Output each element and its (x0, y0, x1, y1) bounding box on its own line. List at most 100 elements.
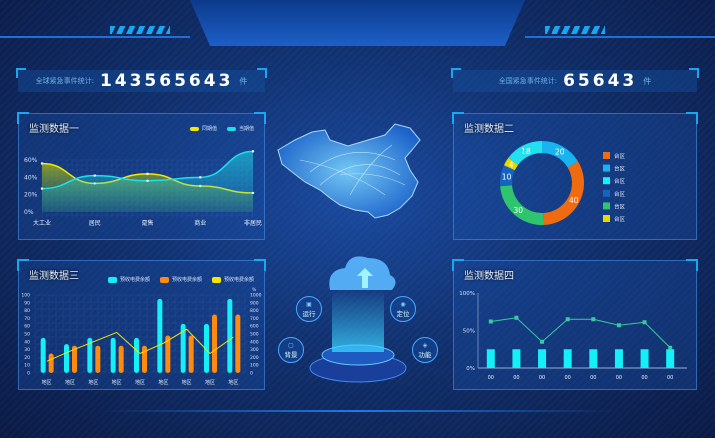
x-tick-label: 地区 (205, 379, 215, 386)
global-counter-label: 全球紧急事件统计: (35, 77, 94, 85)
china-map (277, 123, 421, 219)
legend-label: 预收电费余额 (119, 277, 150, 283)
legend-label: 台区 (614, 152, 626, 160)
y-tick-label: 80 (24, 308, 30, 314)
bar (563, 349, 572, 368)
y2-tick-label: 100 (250, 363, 259, 369)
x-tick-label: 趸售 (141, 219, 153, 227)
y-tick-label: 90 (24, 300, 30, 306)
y-tick-label: 40 (24, 339, 30, 345)
legend-label: 同期值 (201, 126, 217, 132)
x-tick-label: 地区 (112, 379, 122, 386)
x-tick-label: 00 (616, 375, 622, 381)
y2-tick-label: 500 (250, 332, 259, 338)
legend-item: 预收电费余额 (107, 276, 150, 283)
panel-monitor-3: 监测数据三 预收电费余额 预收电费余额 预收电费余额 (17, 259, 266, 390)
y-tick-label: 100 (21, 293, 30, 299)
x-tick-label: 00 (667, 375, 673, 381)
bar (142, 345, 147, 373)
x-tick-label: 00 (590, 375, 596, 381)
slice-value-label: 4 (509, 160, 514, 169)
feature-locate[interactable]: ◉ 定位 (390, 296, 416, 322)
x-tick-label: 00 (488, 375, 494, 381)
feature-background[interactable]: ▢ 背景 (278, 337, 304, 363)
data-point (40, 162, 44, 165)
x-tick-label: 居民 (89, 220, 101, 227)
series-line (490, 317, 671, 349)
slice-value-label: 20 (555, 148, 565, 157)
y2-tick-label: 1000 (250, 293, 262, 299)
y2-tick-label: 700 (250, 316, 259, 322)
feature-label: 运行 (302, 309, 316, 318)
legend-swatch (189, 126, 199, 131)
legend-swatch (603, 152, 610, 159)
national-counter: 全国紧急事件统计: 65643 件 (451, 68, 699, 92)
legend-swatch (226, 126, 236, 131)
bar (87, 337, 93, 373)
monitor-icon: ▣ (306, 300, 312, 308)
feature-function[interactable]: ◈ 功能 (412, 337, 438, 363)
chart1-legend: 同期值 当期值 (189, 125, 254, 132)
x-tick-label: 地区 (65, 379, 75, 386)
bar (165, 335, 171, 373)
bar (118, 345, 124, 373)
y-tick-label: 20% (24, 192, 38, 199)
x-tick-label: 00 (641, 375, 647, 381)
y2-tick-label: 200 (250, 355, 259, 361)
slice-value-label: 10 (502, 173, 512, 182)
feature-run[interactable]: ▣ 运行 (296, 296, 322, 322)
data-point (251, 150, 255, 153)
donut-slice (500, 165, 515, 187)
bar (95, 345, 101, 373)
map-flight-lines (299, 144, 406, 196)
legend-label: 当期值 (238, 126, 254, 132)
y-tick-label: 0% (24, 209, 34, 216)
footer-line (100, 410, 615, 412)
bar (589, 349, 598, 368)
global-counter-unit: 件 (239, 76, 248, 86)
chart3-legend: 预收电费余额 预收电费余额 预收电费余额 (107, 276, 254, 283)
x-tick-label: 地区 (228, 379, 238, 386)
data-point (616, 323, 621, 328)
legend-label: 台区 (614, 202, 626, 210)
bar (204, 323, 209, 373)
y-tick-label: 60 (24, 324, 30, 330)
national-counter-unit: 件 (643, 76, 652, 86)
bar (614, 349, 623, 368)
y-tick-label: 100% (459, 291, 475, 297)
x-tick-label: 地区 (182, 379, 192, 386)
x-tick-label: 大工业 (33, 219, 51, 227)
legend-item: 同期值 (189, 125, 217, 132)
x-tick-label: 地区 (42, 379, 52, 386)
chart4-plot: 0% 50% 100% 00 00 00 00 00 00 00 00 (459, 291, 687, 381)
bar (512, 349, 521, 368)
image-icon: ▢ (288, 341, 294, 349)
feature-label: 功能 (418, 350, 432, 359)
y-tick-label: 60% (24, 157, 38, 164)
slice-value-label: 18 (521, 147, 531, 156)
y2-tick-label: 600 (250, 324, 259, 330)
legend-item: 预收电费余额 (159, 276, 202, 283)
legend-item: 预收电费余额 (211, 276, 254, 283)
y2-tick-label: 400 (250, 339, 259, 345)
light-beam (332, 290, 384, 352)
bar (212, 314, 217, 373)
panel-title: 监测数据三 (29, 271, 79, 282)
data-point (565, 317, 570, 322)
legend-swatch (211, 276, 221, 283)
header-stripes-right (545, 26, 605, 34)
global-counter: 全球紧急事件统计: 143565643 件 (16, 68, 267, 92)
bar (235, 314, 241, 373)
y-tick-label: 40% (24, 174, 38, 181)
bar (538, 349, 547, 368)
donut-slice (500, 185, 545, 225)
legend-label: 预收电费余额 (223, 277, 254, 283)
bar (72, 345, 77, 373)
legend-label: 预收电费余额 (171, 277, 202, 283)
feature-label: 定位 (396, 309, 410, 318)
data-point (540, 339, 545, 344)
national-counter-value: 65643 (563, 71, 638, 91)
bar (134, 337, 139, 373)
bar (486, 349, 495, 368)
